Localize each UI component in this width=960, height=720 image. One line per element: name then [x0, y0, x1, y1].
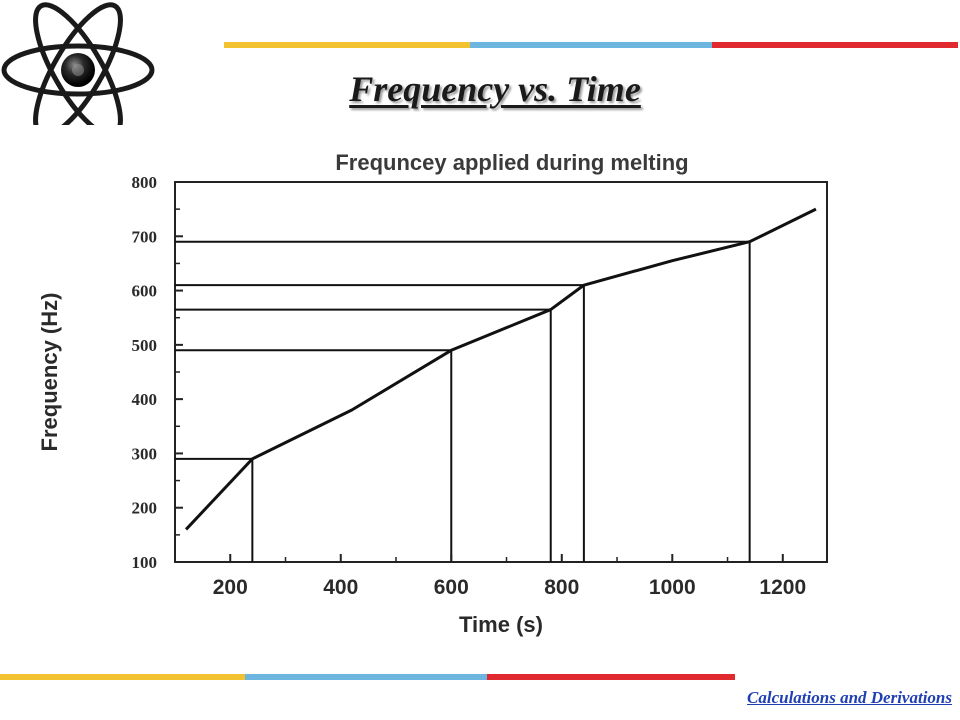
- plot-frame: [174, 181, 828, 563]
- axis-ticks: [175, 181, 784, 563]
- y-tick-label: 300: [132, 444, 158, 463]
- y-tick-label: 500: [132, 336, 158, 355]
- y-tick-label: 400: [132, 390, 158, 409]
- y-tick-label: 700: [132, 227, 158, 246]
- footer-stripe-yellow: [0, 674, 245, 680]
- x-tick-label: 400: [323, 576, 358, 599]
- tick-labels: 100 200 300 400 500 600 700 800 200 400 600 800 1000…: [132, 173, 807, 599]
- header-stripe-red: [712, 42, 958, 48]
- x-tick-label: 600: [434, 576, 469, 599]
- reference-lines: [175, 240, 751, 562]
- x-tick-label: 1200: [759, 576, 806, 599]
- y-tick-label: 600: [132, 282, 158, 301]
- footer-stripe-blue: [245, 674, 487, 680]
- page-title: Frequency vs. Time: [349, 69, 641, 109]
- y-tick-label: 200: [132, 499, 158, 518]
- header-stripe-blue: [470, 42, 712, 48]
- series-group: [184, 207, 817, 531]
- x-tick-label: 800: [544, 576, 579, 599]
- x-tick-label: 200: [213, 576, 248, 599]
- calculations-link[interactable]: Calculations and Derivations: [747, 688, 952, 707]
- y-tick-label: 100: [132, 553, 158, 572]
- footer-stripe-red: [487, 674, 735, 680]
- x-tick-label: 1000: [649, 576, 696, 599]
- chart-title: Frequncey applied during melting: [335, 150, 688, 175]
- atom-icon: [1, 2, 155, 125]
- y-axis-label: Frequency (Hz): [37, 293, 62, 452]
- x-axis-label: Time (s): [459, 612, 543, 637]
- header-stripe-yellow: [224, 42, 470, 48]
- y-tick-label: 800: [132, 173, 158, 192]
- series-line: [184, 207, 817, 531]
